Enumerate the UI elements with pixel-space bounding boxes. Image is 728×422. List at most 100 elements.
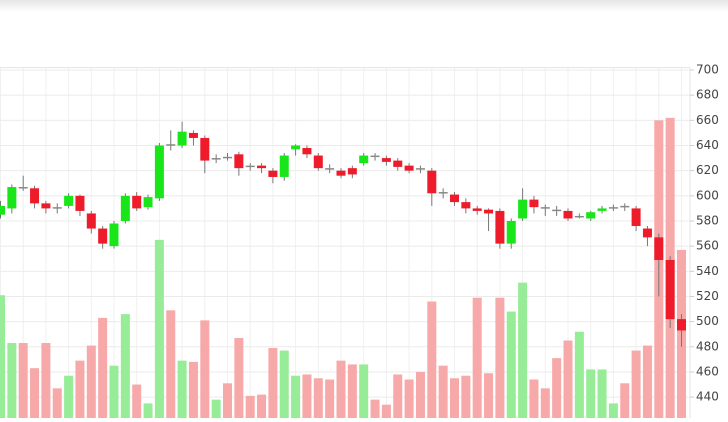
y-tick-label: 520 — [696, 289, 719, 303]
candle-body — [52, 207, 62, 209]
candle-body — [450, 194, 459, 203]
volume-bar — [427, 301, 437, 418]
volume-bar — [393, 374, 403, 418]
candle-body — [177, 131, 187, 146]
candle-body — [325, 168, 335, 170]
volume-bar — [120, 314, 130, 418]
candle-body — [620, 205, 630, 208]
top-band — [0, 0, 728, 12]
candle-body — [574, 215, 584, 218]
candle-body — [642, 228, 652, 238]
candle-body — [495, 210, 505, 244]
candle-body — [415, 168, 425, 170]
candle-body — [586, 212, 596, 219]
candle-body — [654, 237, 664, 260]
candle-body — [154, 145, 164, 199]
candle-body — [347, 168, 357, 175]
candle-body — [381, 158, 391, 162]
volume-bar — [223, 383, 232, 418]
candle-body — [359, 155, 369, 164]
volume-bar — [41, 343, 51, 418]
candle-body — [143, 197, 153, 208]
volume-bar — [359, 364, 369, 418]
candle-body — [211, 158, 221, 160]
volume-bar — [495, 297, 505, 418]
candle-body — [188, 132, 198, 138]
volume-bar — [313, 378, 323, 418]
volume-bar — [200, 320, 210, 418]
candle-body — [461, 202, 471, 209]
y-tick-label: 460 — [696, 364, 719, 378]
volume-bar — [7, 343, 17, 418]
y-tick-label: 540 — [696, 264, 719, 278]
volume-bar — [529, 379, 539, 418]
y-tick-label: 680 — [696, 88, 719, 102]
volume-bar — [370, 399, 380, 418]
candle-body — [132, 195, 142, 209]
y-tick-label: 440 — [696, 390, 719, 404]
volume-bar — [98, 317, 108, 418]
y-tick-label: 580 — [696, 213, 719, 227]
volume-bar — [279, 350, 289, 418]
candle-body — [393, 160, 403, 167]
y-tick-label: 660 — [696, 113, 719, 127]
candle-body — [563, 210, 573, 219]
volume-bar — [597, 369, 607, 418]
candle-body — [313, 155, 323, 169]
candle-body — [404, 165, 414, 171]
volume-bar — [586, 369, 596, 418]
volume-bar — [438, 365, 448, 418]
volume-bar — [154, 239, 164, 418]
y-tick-label: 600 — [696, 188, 719, 202]
candle-body — [608, 207, 618, 209]
candle-body — [291, 145, 301, 150]
candle-body — [677, 319, 686, 331]
y-tick-label: 640 — [696, 138, 719, 152]
candle-body — [75, 195, 85, 211]
volume-bar — [166, 310, 176, 418]
volume-bar — [302, 374, 312, 418]
candle-body — [302, 148, 312, 155]
volume-bar — [188, 361, 198, 418]
volume-bar — [620, 383, 630, 418]
candle-body — [120, 195, 130, 221]
candle-body — [370, 155, 380, 158]
volume-bar — [381, 404, 391, 418]
volume-bar — [291, 375, 301, 418]
candle-body — [64, 195, 74, 206]
volume-bar — [518, 282, 528, 418]
candle-body — [336, 170, 346, 176]
volume-bar — [18, 343, 28, 418]
candle-body — [166, 144, 176, 146]
volume-bar — [30, 368, 40, 418]
candle-body — [279, 155, 289, 177]
volume-bar — [245, 395, 255, 418]
y-axis: 440 460 480 500 520 540 560 580 600 620 640 660 680 7… — [690, 63, 719, 404]
y-tick-label: 700 — [696, 63, 719, 77]
candle-body — [98, 228, 108, 244]
candle-body — [518, 199, 528, 219]
candle-body — [223, 156, 232, 159]
volume-bar — [540, 388, 550, 418]
y-tick-label: 620 — [696, 163, 719, 177]
candle-body — [86, 213, 96, 229]
volume-bar — [506, 311, 516, 418]
volume-bar — [461, 375, 471, 418]
candle-body — [506, 220, 516, 244]
candle-body — [540, 207, 550, 209]
y-tick-label: 480 — [696, 339, 719, 353]
volume-bar — [64, 375, 74, 418]
volume-bar — [642, 345, 652, 418]
candle-body — [438, 192, 448, 194]
volume-bar — [52, 388, 62, 418]
volume-bar — [404, 379, 414, 418]
candle-body — [245, 165, 255, 168]
volume-bar — [574, 331, 584, 418]
candle-body — [41, 203, 51, 209]
candle-body — [200, 137, 210, 161]
candle-body — [234, 154, 244, 169]
volume-bar — [0, 295, 5, 418]
volume-bar — [143, 403, 153, 418]
volume-bar — [86, 345, 96, 418]
